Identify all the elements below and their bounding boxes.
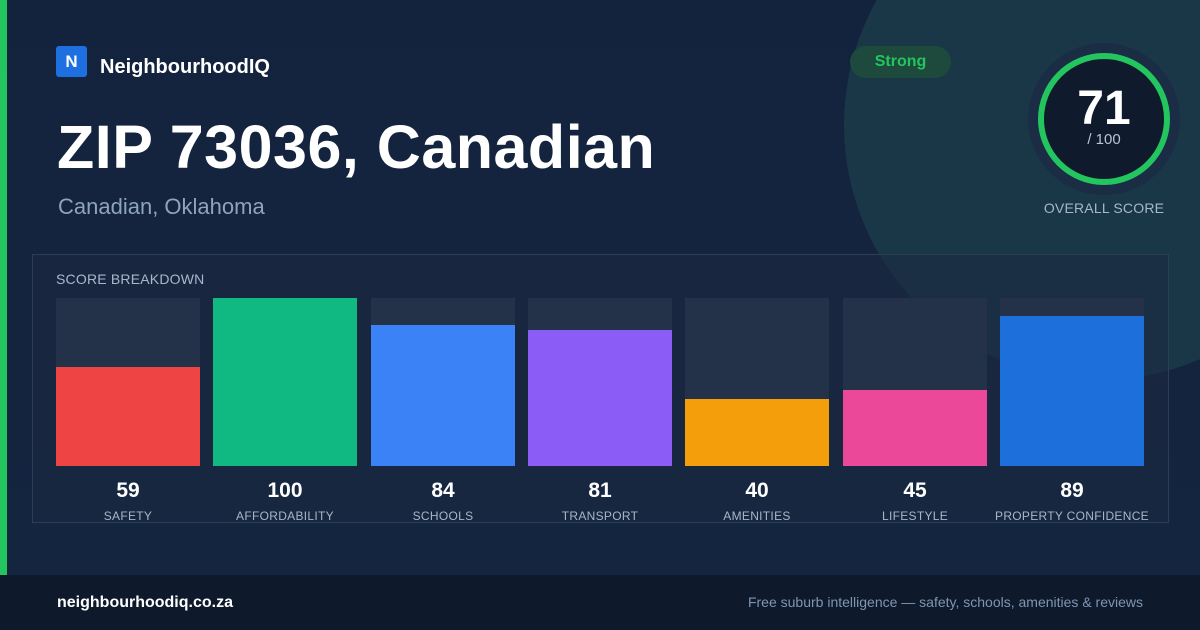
bar-value: 81	[588, 479, 612, 502]
bar-fill	[371, 325, 515, 466]
overall-score-label: OVERALL SCORE	[1043, 200, 1165, 216]
bar-label: LIFESTYLE	[881, 509, 949, 523]
bar-fill	[1000, 316, 1144, 466]
bar-value: 45	[903, 479, 927, 502]
bar-label: SAFETY	[103, 509, 153, 523]
bar-fill	[213, 298, 357, 466]
bar-label: AFFORDABILITY	[236, 509, 334, 523]
bar-label: TRANSPORT	[561, 509, 639, 523]
footer-tagline: Free suburb intelligence — safety, schoo…	[747, 594, 1143, 610]
bar-track	[56, 298, 200, 466]
bar-track	[213, 298, 357, 466]
bar-track	[371, 298, 515, 466]
bar-track	[843, 298, 987, 466]
bar-label: SCHOOLS	[412, 509, 474, 523]
overall-score-value: 71	[1077, 82, 1131, 135]
bar-value: 84	[431, 479, 455, 502]
bar-track	[1000, 298, 1144, 466]
footer-url[interactable]: neighbourhoodiq.co.za	[57, 594, 233, 611]
bar-value: 59	[116, 479, 140, 502]
brand-name: NeighbourhoodIQ	[100, 56, 270, 78]
bar-track	[528, 298, 672, 466]
bar-value: 100	[267, 479, 303, 502]
bar-fill	[685, 399, 829, 466]
page-title: ZIP 73036, Canadian	[57, 113, 656, 181]
bar-track	[685, 298, 829, 466]
bar-value: 40	[745, 479, 769, 502]
bar-fill	[843, 390, 987, 466]
overall-score-gauge: 71 / 100	[1028, 43, 1180, 195]
overall-score-max: / 100	[1087, 131, 1121, 148]
breakdown-title: SCORE BREAKDOWN	[56, 271, 205, 287]
bar-fill	[528, 330, 672, 466]
bar-fill	[56, 367, 200, 466]
bar-label: PROPERTY CONFIDENCE	[995, 509, 1149, 523]
bar-label: AMENITIES	[723, 509, 791, 523]
score-ring	[1028, 43, 1180, 195]
location-subtitle: Canadian, Oklahoma	[58, 194, 265, 219]
logo-icon: N	[56, 46, 87, 77]
footer	[0, 575, 1200, 630]
rating-badge: Strong	[850, 46, 951, 78]
bar-value: 89	[1060, 479, 1084, 502]
accent-strip	[0, 0, 7, 575]
